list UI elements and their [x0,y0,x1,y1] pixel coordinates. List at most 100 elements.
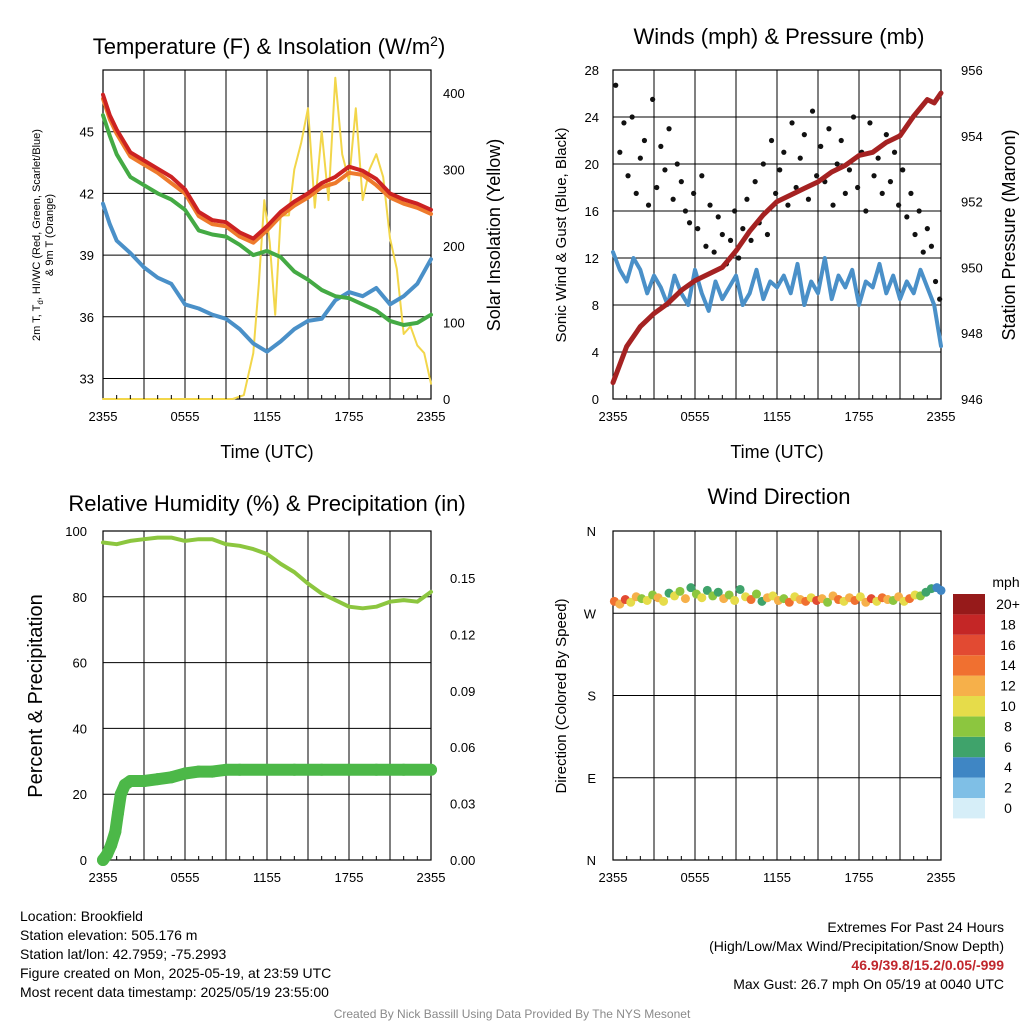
wind-gust-point [826,126,832,132]
wind-gust-point [666,126,672,132]
dir-point [680,594,690,604]
wind-xtick-label: 1755 [845,409,874,424]
colorbar-label: 2 [1004,780,1012,796]
rh-ytick-right-label: 0.12 [450,627,475,642]
wind-gust-point [875,155,881,161]
dir-ytick-label: E [587,771,596,786]
wind-gust-point [621,120,627,126]
wind-gust-point [641,137,648,144]
wind-gust-point [686,220,693,226]
dir-ytick-label: N [587,524,596,539]
wind-border [612,69,942,400]
temp-ylabel-line2: & 9m T (Orange) [44,194,56,276]
temp-ytick-label: 45 [80,125,94,140]
colorbar-swatch [953,716,985,737]
wind-ytick-right-label: 950 [961,260,983,275]
dir-xtick-label: 0555 [681,870,710,885]
temp-title-end: ) [438,34,445,59]
wind-gust-point [785,202,791,208]
dir-point [936,585,946,595]
wind-gust-point [727,237,734,243]
dir-xtick-label: 1755 [845,870,874,885]
temp-ytick-right-label: 0 [443,392,450,407]
rh-ytick-label: 40 [73,721,87,736]
colorbar-swatch [953,696,985,717]
wind-gust-point [715,214,721,220]
credit-text: Created By Nick Bassill Using Data Provi… [333,1007,691,1021]
extremes-info: Extremes For Past 24 Hours (High/Low/Max… [709,918,1004,994]
dir-point [713,587,723,597]
wind-gust-point [801,132,807,138]
rh-plot: 0 20 40 60 80 100 0.00 0.03 0.06 0.09 0.12 0.15 2355… [25,491,475,885]
wind-gust-point [900,167,906,173]
rh-series-line [97,763,437,866]
wind-gust-point [887,179,894,185]
colorbar-label: 10 [1000,698,1016,714]
wind-gust-point [764,231,771,238]
dir-point [697,593,707,603]
rh-ytick-label: 100 [65,524,87,539]
temp-title-sup: 2 [430,33,438,49]
dir-ylabel: Direction (Colored By Speed) [553,598,570,793]
dir-point [659,596,669,606]
wind-ylabel: Sonic Wind & Gust (Blue, Black) [553,127,570,342]
dir-ytick-label: S [587,689,596,704]
wind-ytick-label: 28 [585,63,599,78]
temp-ytick-right-label: 400 [443,86,465,101]
wind-gust-point [703,243,709,249]
extremes-legend: (High/Low/Max Wind/Precipitation/Snow De… [709,938,1004,954]
wind-gust-point [920,249,926,255]
wind-gust-point [932,278,939,285]
wind-gust-point [740,226,746,232]
colorbar-label: 14 [1000,657,1016,673]
wind-gust-point [937,296,943,302]
rh-ytick-right-label: 0.15 [450,571,475,586]
wind-gust-point [654,184,660,191]
wind-gust-point [670,196,676,202]
wind-ytick-label: 12 [585,251,599,266]
wind-gust-point [777,167,783,173]
colorbar-label: 6 [1004,739,1012,755]
wind-gust-point [924,226,930,232]
temp-ytick-label: 36 [80,310,94,325]
dir-point [724,590,734,600]
wind-gust-point [645,202,652,208]
rh-ytick-right-label: 0.03 [450,797,475,812]
colorbar-label: 0 [1004,800,1012,816]
wind-gust-point [695,226,701,232]
temp-ylabel-rest: , HI/WC (Red, Green, Scarlet/Blue) [31,129,43,300]
wind-gust-point [707,202,713,208]
rh-xtick-label: 1155 [253,870,281,885]
dir-point [675,586,685,596]
wind-xtick-label: 0555 [681,409,710,424]
wind-ytick-label: 8 [592,298,599,313]
temp-title: Temperature (F) & Insolation (W/m2) [93,33,446,59]
rh-xtick-label: 1755 [335,870,364,885]
wind-gust-point [736,255,742,261]
rh-ytick-label: 60 [73,656,87,671]
dir-xtick-label: 1155 [763,870,791,885]
wind-gust-point [855,184,861,191]
wind-gust-point [928,243,935,249]
wind-gust-point [658,143,664,149]
temp-xtick-label: 0555 [171,409,200,424]
wind-gust-point [846,167,853,173]
colorbar-title: mph [992,574,1019,590]
wind-ytick-right-label: 956 [961,63,983,78]
wind-ytick-right-label: 954 [961,129,983,144]
wind-gust-point [793,184,799,191]
dir-ytick-label: W [584,606,597,621]
wind-gust-point [867,120,873,126]
wind-ytick-label: 0 [592,392,599,407]
wind-gust-point [879,190,885,196]
colorbar-label: 20+ [996,596,1020,612]
dir-border [612,530,942,861]
dir-point [702,585,712,595]
wind-gust-point [662,167,668,173]
wind-gust-point [637,155,643,161]
station-info: Location: Brookfield Station elevation: … [20,907,331,1002]
dir-point [730,595,740,605]
temp-ytick-right-label: 100 [443,315,465,330]
wind-title: Winds (mph) & Pressure (mb) [634,24,925,49]
wind-gust-point [674,161,680,167]
